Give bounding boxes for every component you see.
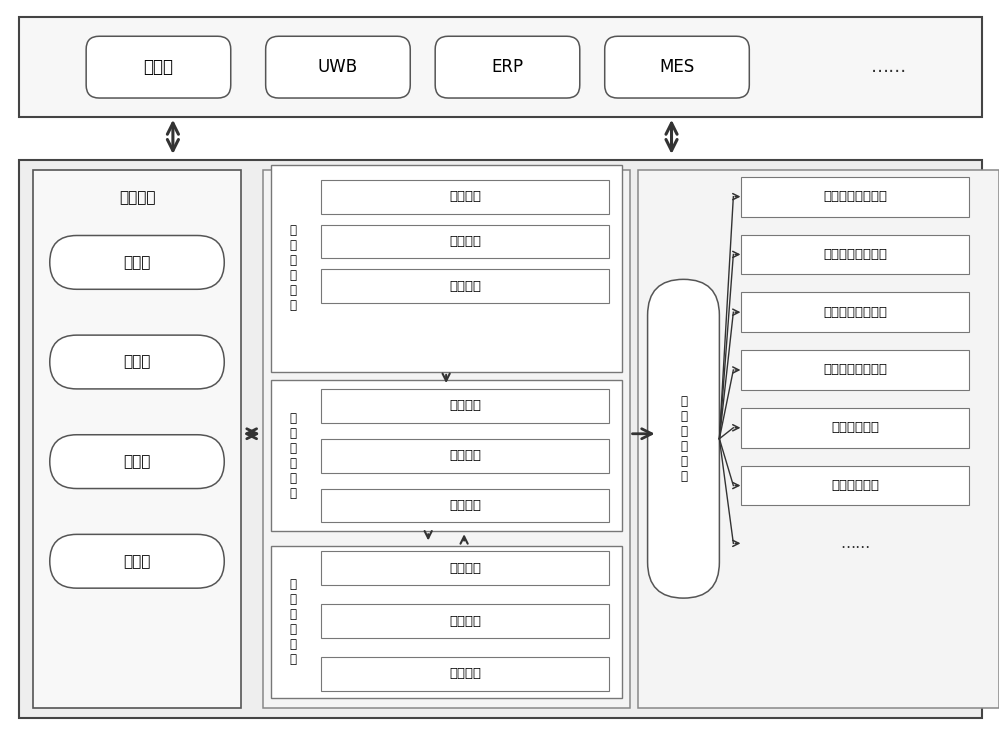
Text: 仿真评估: 仿真评估	[449, 614, 481, 628]
FancyBboxPatch shape	[266, 36, 410, 98]
Text: ……: ……	[871, 58, 907, 76]
FancyBboxPatch shape	[86, 36, 231, 98]
FancyBboxPatch shape	[321, 604, 609, 638]
Text: MES: MES	[659, 58, 695, 76]
Text: 数据交互: 数据交互	[449, 449, 481, 462]
FancyBboxPatch shape	[321, 389, 609, 423]
FancyBboxPatch shape	[19, 18, 982, 117]
FancyBboxPatch shape	[741, 292, 969, 332]
Text: 模型库: 模型库	[123, 255, 151, 270]
FancyBboxPatch shape	[741, 350, 969, 390]
FancyBboxPatch shape	[50, 534, 224, 588]
FancyBboxPatch shape	[638, 170, 999, 708]
Text: 工艺过程仿真动画: 工艺过程仿真动画	[823, 248, 887, 261]
FancyBboxPatch shape	[321, 657, 609, 691]
Text: UWB: UWB	[318, 58, 358, 76]
Text: 实时显示: 实时显示	[449, 280, 481, 293]
FancyBboxPatch shape	[435, 36, 580, 98]
FancyBboxPatch shape	[50, 435, 224, 489]
Text: 实时采集: 实时采集	[449, 190, 481, 203]
FancyBboxPatch shape	[648, 280, 719, 598]
FancyBboxPatch shape	[741, 177, 969, 217]
Text: 仿
真
结
果
输
出: 仿 真 结 果 输 出	[680, 395, 687, 483]
Text: ERP: ERP	[491, 58, 524, 76]
Text: 车间布局优化结果: 车间布局优化结果	[823, 305, 887, 319]
FancyBboxPatch shape	[33, 170, 241, 708]
Text: 知识库: 知识库	[123, 553, 151, 569]
Text: 整线装配过程动画: 整线装配过程动画	[823, 190, 887, 203]
Text: 传感器: 传感器	[143, 58, 173, 76]
Text: 资源库: 资源库	[123, 355, 151, 369]
Text: 布局成本统计: 布局成本统计	[831, 421, 879, 435]
FancyBboxPatch shape	[321, 551, 609, 585]
Text: 系
统
优
化
系
统: 系 统 优 化 系 统	[289, 578, 296, 666]
Text: ……: ……	[840, 536, 870, 550]
FancyBboxPatch shape	[321, 439, 609, 473]
Text: 数据库: 数据库	[123, 454, 151, 469]
FancyBboxPatch shape	[50, 335, 224, 389]
FancyBboxPatch shape	[741, 408, 969, 448]
FancyBboxPatch shape	[321, 225, 609, 258]
Text: 在
线
仿
真
模
块: 在 线 仿 真 模 块	[289, 225, 296, 313]
FancyBboxPatch shape	[271, 380, 622, 531]
FancyBboxPatch shape	[50, 236, 224, 289]
FancyBboxPatch shape	[321, 269, 609, 303]
Text: 工艺流程优化结果: 工艺流程优化结果	[823, 363, 887, 377]
FancyBboxPatch shape	[741, 234, 969, 275]
Text: 数据接口: 数据接口	[449, 399, 481, 413]
FancyBboxPatch shape	[271, 546, 622, 698]
Text: 资源模块: 资源模块	[119, 190, 155, 205]
Text: 仿真优化: 仿真优化	[449, 667, 481, 680]
FancyBboxPatch shape	[605, 36, 749, 98]
FancyBboxPatch shape	[321, 489, 609, 523]
Text: 仿真分析: 仿真分析	[449, 562, 481, 575]
FancyBboxPatch shape	[271, 164, 622, 372]
FancyBboxPatch shape	[741, 465, 969, 506]
Text: 数
据
处
理
模
块: 数 据 处 理 模 块	[289, 412, 296, 500]
Text: 数据管理: 数据管理	[449, 499, 481, 512]
FancyBboxPatch shape	[321, 180, 609, 214]
Text: 产线平衡统计: 产线平衡统计	[831, 479, 879, 492]
Text: 数据驱动: 数据驱动	[449, 235, 481, 248]
FancyBboxPatch shape	[19, 160, 982, 718]
FancyBboxPatch shape	[263, 170, 630, 708]
